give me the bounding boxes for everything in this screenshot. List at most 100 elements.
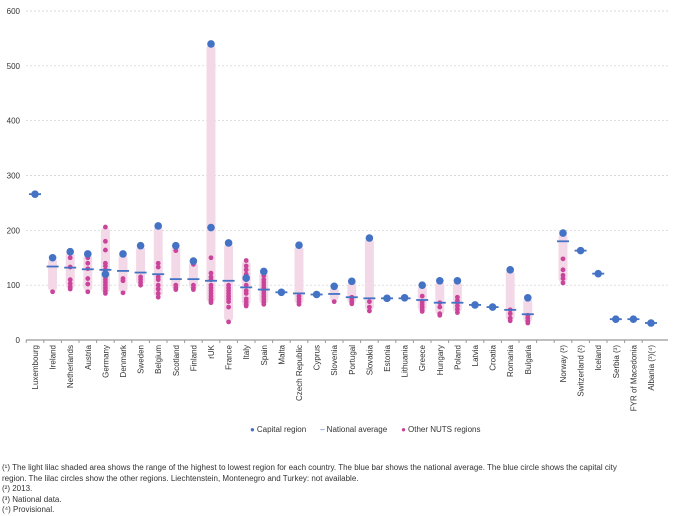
other-region-point [120, 290, 126, 296]
range-bar [523, 297, 533, 324]
capital-region-point [101, 270, 110, 279]
y-tick-label: 100 [7, 281, 21, 290]
x-tick-label: Netherlands [66, 345, 75, 388]
footnote: (⁴) Provisional. [2, 505, 55, 515]
other-region-point [296, 301, 302, 307]
other-region-point [85, 289, 91, 295]
other-region-point [50, 289, 55, 295]
x-tick-label: Lithuania [401, 344, 410, 377]
other-region-point [419, 309, 425, 314]
other-region-point [507, 311, 513, 317]
x-tick-label: Belgium [154, 345, 163, 374]
x-tick-label: Slovakia [365, 344, 374, 375]
x-tick-label: Ireland [49, 345, 58, 369]
x-tick-label: Finland [189, 345, 198, 371]
legend-capital: ● Capital region [250, 425, 307, 434]
capital-region-point [154, 222, 162, 230]
x-tick-label: Malta [277, 344, 286, 364]
other-region-point [138, 282, 144, 288]
capital-region-point [207, 223, 215, 232]
x-tick-label: Czech Republic [295, 345, 304, 401]
x-tick-label: Romania [506, 344, 515, 377]
range-bar [188, 261, 198, 290]
x-tick-label: Portugal [348, 345, 357, 375]
range-bar [505, 269, 515, 321]
y-tick-label: 0 [16, 336, 21, 345]
other-region-point [525, 320, 531, 326]
other-region-point [85, 260, 91, 266]
x-tick-label: FYR of Macedonia [629, 344, 638, 411]
other-region-point [155, 260, 161, 266]
other-region-point [103, 224, 108, 230]
x-tick-label: Switzerland (²) [577, 345, 586, 397]
capital-region-point [436, 276, 444, 285]
capital-region-point [348, 277, 356, 286]
capital-region-point [119, 250, 127, 258]
footnote: (¹) The light lilac shaded area shows th… [2, 463, 617, 483]
capital-region-point [260, 267, 268, 276]
other-region-point [155, 294, 161, 300]
capital-region-point [48, 253, 57, 262]
other-region-point [367, 299, 372, 305]
other-region-point [367, 308, 372, 314]
other-region-point [103, 247, 108, 253]
x-tick-label: France [225, 344, 234, 369]
other-region-point [560, 267, 566, 273]
capital-region-point [647, 319, 655, 327]
other-region-point [560, 272, 566, 278]
capital-region-point [506, 266, 514, 274]
capital-region-point [66, 247, 74, 256]
other-region-point [155, 282, 161, 288]
other-region-point [243, 290, 249, 296]
other-region-point [67, 277, 73, 283]
capital-region-point [524, 293, 532, 302]
other-region-point [155, 286, 161, 292]
y-tick-label: 200 [7, 226, 21, 235]
other-region-point [331, 299, 337, 305]
x-tick-label: Estonia [383, 344, 392, 371]
capital-region-point [84, 250, 92, 258]
other-region-point [67, 255, 73, 261]
capital-region-point [330, 282, 339, 291]
other-region-point [455, 310, 460, 315]
x-tick-label: Spain [260, 345, 269, 365]
other-region-point [67, 281, 73, 286]
footnote: (²) 2013. [2, 484, 33, 494]
other-region-point [560, 276, 566, 281]
range-bar [435, 280, 445, 316]
other-region-point [173, 248, 179, 254]
other-region-point [560, 256, 566, 262]
capital-region-point [612, 315, 620, 323]
other-region-point [155, 264, 161, 270]
x-tick-label: Latvia [471, 344, 480, 366]
capital-region-point [189, 257, 198, 265]
other-region-point [103, 290, 108, 296]
x-tick-label: Italy [242, 345, 251, 360]
capital-region-point [277, 288, 286, 297]
capital-region-point [594, 269, 602, 278]
legend-other: ● Other NUTS regions [401, 425, 481, 434]
x-tick-label: Austria [84, 344, 93, 369]
capital-region-point [295, 241, 303, 249]
y-tick-label: 300 [7, 172, 21, 181]
capital-region-point [576, 246, 585, 255]
x-tick-label: Norway (²) [559, 345, 568, 383]
capital-region-point [418, 281, 427, 289]
other-region-point [226, 319, 232, 325]
other-region-point [208, 270, 214, 276]
range-bar [364, 238, 374, 311]
other-region-point [455, 294, 460, 300]
other-region-point [507, 318, 513, 324]
other-region-point [103, 263, 108, 269]
capital-region-point [383, 294, 391, 303]
x-tick-label: Sweden [137, 345, 146, 374]
other-region-point [455, 303, 460, 309]
x-tick-label: Germany [101, 345, 110, 378]
y-tick-label: 600 [7, 7, 21, 16]
chart: 0 100 200 300 400 500 600 Luxembourg Ireland Neth… [7, 7, 668, 411]
other-region-point [367, 304, 372, 310]
capital-region-point [629, 315, 638, 323]
other-region-point [226, 304, 232, 310]
other-region-point [261, 301, 267, 307]
capital-region-point [242, 274, 250, 282]
